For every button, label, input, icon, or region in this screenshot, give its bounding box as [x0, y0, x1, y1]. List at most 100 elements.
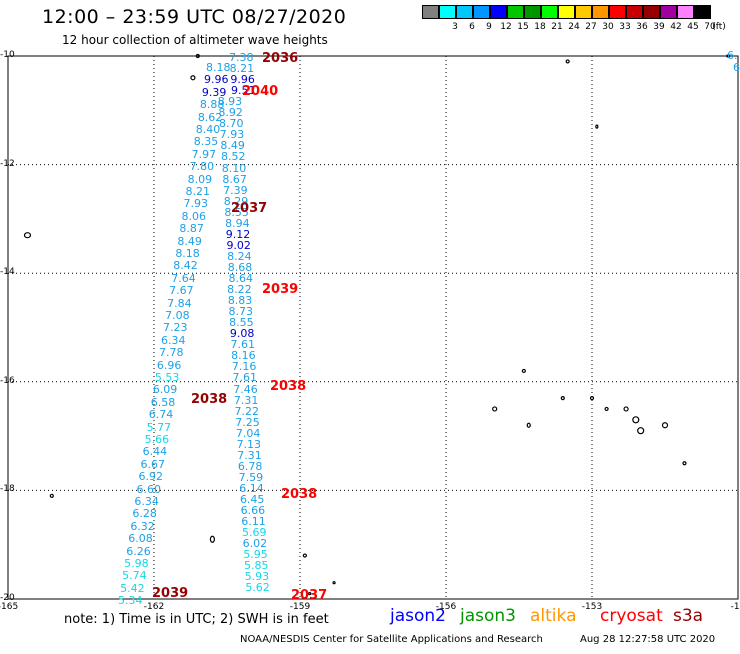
wave-height-value: 5.95 — [243, 548, 268, 562]
colorbar-label: 9 — [486, 22, 492, 32]
pass-number-label: 2036 — [262, 51, 299, 66]
wave-height-value: 8.49 — [177, 234, 202, 248]
wave-height-value: 7.08 — [165, 309, 190, 322]
wave-height-value: 8.52 — [221, 150, 246, 164]
wave-height-value: 8.55 — [224, 205, 249, 219]
latitude-label: -18 — [0, 484, 15, 495]
wave-height-value: 6.60 — [136, 482, 161, 496]
wave-height-value: 8.73 — [228, 305, 253, 319]
colorbar-swatch — [456, 5, 473, 19]
wave-height-value: 8.35 — [193, 135, 219, 149]
wave-height-value: 6.34 — [134, 495, 159, 508]
wave-height-value: 7.31 — [233, 393, 259, 407]
wave-height-value: 8.62 — [197, 110, 223, 124]
wave-height-value: 7.04 — [235, 426, 261, 440]
wave-height-value: 6.34 — [161, 333, 186, 347]
pass-number-label: 2039 — [152, 586, 189, 601]
island-outline — [565, 59, 570, 64]
wave-height-value: 8.87 — [179, 222, 204, 236]
wave-height-value: 7.84 — [167, 296, 192, 310]
wave-height-value: 7.93 — [219, 128, 245, 142]
wave-height-value: 7.23 — [163, 321, 188, 335]
wave-height-value: 6.78 — [237, 459, 263, 473]
wave-height-value: 6 — [733, 61, 740, 74]
wave-height-value: 9.02 — [226, 238, 251, 252]
colorbar-swatch — [541, 5, 558, 19]
wave-height-value: 7.46 — [233, 382, 258, 396]
latitude-label: -14 — [0, 267, 15, 278]
wave-height-value: 7.31 — [237, 448, 262, 462]
colorbar-label: 33 — [619, 22, 631, 32]
map-subtitle: 12 hour collection of altimeter wave hei… — [62, 33, 328, 47]
wave-height-value: 5.98 — [124, 557, 149, 570]
wave-height-value: 5.62 — [245, 581, 270, 595]
longitude-label: -159 — [289, 602, 311, 612]
colorbar-swatch — [643, 5, 660, 19]
colorbar-swatch — [507, 5, 524, 19]
wave-height-value: 5.66 — [144, 433, 170, 446]
wave-height-value: 8.10 — [221, 161, 247, 175]
colorbar-swatch — [473, 5, 490, 19]
colorbar-label: 30 — [602, 22, 614, 32]
wave-height-value: 8.88 — [199, 98, 225, 112]
colorbar-swatch — [592, 5, 609, 19]
map-title: 12:00 – 23:59 UTC 08/27/2020 — [42, 6, 347, 28]
wave-height-value: 6.28 — [132, 507, 157, 521]
wave-height-value: 7.38 — [229, 51, 254, 64]
wave-height-value: 7.61 — [230, 338, 256, 352]
wave-height-value: 8.83 — [227, 294, 253, 308]
wave-height-value: 8.67 — [222, 172, 247, 186]
longitude-label: -15 — [730, 602, 740, 612]
wave-height-value: 6.14 — [239, 481, 264, 495]
wave-height-value: 5.74 — [122, 569, 147, 583]
island-outline — [661, 422, 669, 429]
longitude-label: -165 — [0, 602, 19, 612]
wave-height-value: 8.18 — [175, 247, 200, 260]
island-outline — [589, 395, 595, 401]
island-outline — [521, 368, 526, 374]
wave-height-value: 8.42 — [173, 259, 198, 273]
island-outline — [560, 395, 565, 401]
latitude-label: -16 — [0, 375, 15, 386]
wave-height-value: 5.85 — [243, 559, 269, 573]
wave-height-value: 6. — [727, 49, 738, 62]
wave-height-value: 8.22 — [227, 283, 252, 297]
latitude-label: -12 — [0, 158, 15, 169]
wave-height-value: 5.34 — [118, 594, 143, 608]
wave-height-value: 9.39 — [201, 85, 227, 99]
colorbar-unit: (ft) — [712, 22, 726, 32]
wave-height-value: 6.96 — [156, 358, 182, 372]
wave-height-value: 8.49 — [220, 139, 245, 153]
legend-item-jason3: jason3 — [460, 606, 516, 626]
longitude-label: -153 — [581, 602, 603, 612]
colorbar-label: 3 — [452, 22, 458, 32]
colorbar-swatch — [694, 5, 711, 19]
colorbar-swatch — [490, 5, 507, 19]
wave-height-value: 6.66 — [240, 504, 266, 518]
colorbar-label: 12 — [500, 22, 512, 32]
wave-height-value: 8.40 — [195, 123, 221, 136]
wave-height-value: 7.67 — [169, 284, 194, 298]
wave-height-value: 6.02 — [242, 537, 268, 551]
wave-height-value: 8.18 — [206, 61, 231, 74]
legend-item-cryosat: cryosat — [600, 606, 663, 626]
wave-height-value: 6.32 — [130, 519, 155, 533]
map-frame — [7, 55, 739, 600]
wave-height-value: 7.25 — [235, 415, 260, 429]
wave-height-value: 6.92 — [138, 470, 164, 484]
wave-height-value: 6.74 — [148, 408, 174, 422]
wave-height-value: 8.92 — [218, 106, 243, 120]
wave-height-value: 8.94 — [225, 216, 250, 230]
wave-height-value: 8.64 — [228, 272, 253, 285]
island-outline — [637, 427, 645, 435]
wave-height-value: 8.21 — [185, 185, 211, 198]
pass-number-label: 2037 — [231, 201, 268, 216]
wave-height-value: 5.42 — [120, 581, 145, 595]
wave-height-value: 9.51 — [231, 84, 256, 98]
wave-height-value: 6.45 — [239, 493, 265, 506]
credit-text: NOAA/NESDIS Center for Satellite Applica… — [240, 634, 543, 645]
pass-number-label: 2038 — [191, 392, 228, 407]
generated-timestamp: Aug 28 12:27:58 UTC 2020 — [580, 634, 716, 645]
wave-height-value: 7.97 — [191, 147, 217, 161]
wave-height-value: 5.53 — [154, 371, 180, 384]
